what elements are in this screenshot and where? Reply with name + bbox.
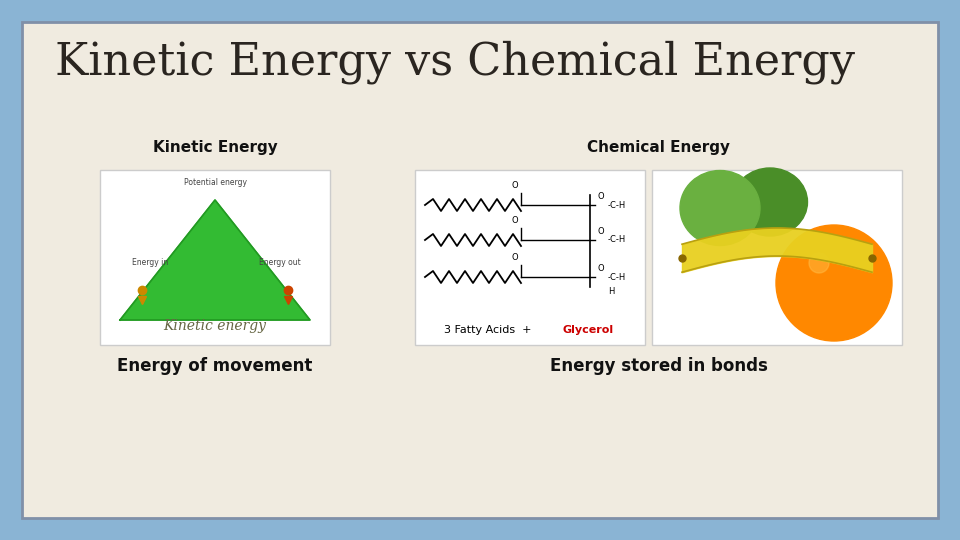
Text: Energy out: Energy out (259, 258, 300, 267)
Text: O: O (512, 216, 518, 225)
Polygon shape (120, 200, 310, 320)
Text: O: O (598, 264, 605, 273)
Text: O: O (598, 192, 605, 201)
Text: Kinetic energy: Kinetic energy (163, 319, 267, 333)
Text: Energy in: Energy in (132, 258, 168, 267)
Text: Energy stored in bonds: Energy stored in bonds (549, 357, 767, 375)
Text: Energy of movement: Energy of movement (117, 357, 313, 375)
Text: Potential energy: Potential energy (183, 178, 247, 187)
Text: Kinetic Energy vs Chemical Energy: Kinetic Energy vs Chemical Energy (55, 40, 855, 84)
Text: Glycerol: Glycerol (563, 325, 613, 335)
Text: O: O (598, 227, 605, 236)
Text: Kinetic Energy: Kinetic Energy (153, 140, 277, 155)
Text: -C-H: -C-H (608, 235, 626, 245)
Ellipse shape (680, 171, 760, 246)
Text: O: O (512, 253, 518, 262)
Text: H: H (608, 287, 614, 295)
FancyBboxPatch shape (415, 170, 645, 345)
FancyBboxPatch shape (652, 170, 902, 345)
Text: -C-H: -C-H (608, 200, 626, 210)
Circle shape (776, 225, 892, 341)
Text: -C-H: -C-H (608, 273, 626, 281)
FancyBboxPatch shape (22, 22, 938, 518)
FancyBboxPatch shape (100, 170, 330, 345)
Text: Chemical Energy: Chemical Energy (587, 140, 730, 155)
Ellipse shape (732, 168, 807, 236)
Text: 3 Fatty Acids  +: 3 Fatty Acids + (444, 325, 536, 335)
Text: O: O (512, 181, 518, 190)
Circle shape (809, 253, 829, 273)
